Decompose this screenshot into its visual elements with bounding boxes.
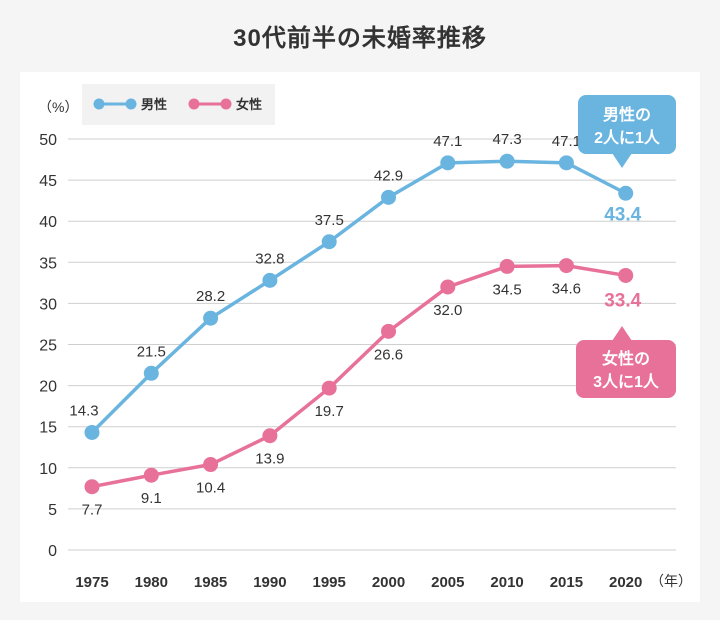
data-label: 28.2 <box>196 288 225 305</box>
data-label: 9.1 <box>141 490 162 507</box>
data-point <box>499 258 515 274</box>
data-point <box>321 380 337 396</box>
data-label: 7.7 <box>82 502 103 519</box>
x-tick-label: 1975 <box>75 574 108 591</box>
callout-text-female: 女性の <box>602 349 650 368</box>
data-point <box>84 424 100 440</box>
data-point <box>321 234 337 250</box>
callout-text-male: 2人に1人 <box>594 129 661 147</box>
series-line-1 <box>91 263 626 489</box>
legend-label-0: 男性 <box>141 97 167 112</box>
data-point <box>143 365 159 381</box>
data-label: 26.6 <box>374 346 403 363</box>
data-point <box>618 267 634 283</box>
data-point <box>558 155 574 171</box>
series-line-0 <box>90 159 627 434</box>
data-point <box>262 428 278 444</box>
data-point <box>499 153 515 169</box>
x-tick-label: 2015 <box>550 574 583 591</box>
data-label: 32.8 <box>255 250 284 267</box>
x-tick-label: 1980 <box>135 574 168 591</box>
data-point <box>203 310 219 326</box>
y-tick-label: 20 <box>39 379 57 396</box>
data-label: 21.5 <box>137 343 166 360</box>
x-tick-label: 2020 <box>609 574 642 591</box>
data-point <box>618 185 634 201</box>
x-tick-label: 2005 <box>431 574 464 591</box>
y-tick-label: 10 <box>39 461 57 478</box>
callout-box-male <box>578 95 676 154</box>
data-label-highlight: 43.4 <box>604 204 641 225</box>
legend-label-1: 女性 <box>236 97 262 112</box>
callout-text-male: 男性の <box>603 105 651 124</box>
data-label: 14.3 <box>69 402 98 419</box>
x-tick-label: 1990 <box>253 574 286 591</box>
legend-marker-0 <box>93 98 105 110</box>
data-point <box>440 279 456 295</box>
data-point <box>262 272 278 288</box>
legend-marker-1 <box>188 98 200 110</box>
y-tick-label: 0 <box>48 543 57 560</box>
data-point <box>84 479 100 495</box>
y-tick-label: 35 <box>39 255 57 272</box>
callout-box-female <box>576 340 676 398</box>
data-point <box>440 155 456 171</box>
data-label: 13.9 <box>255 451 284 468</box>
data-label: 47.1 <box>433 133 462 150</box>
y-tick-label: 25 <box>39 338 57 355</box>
chart-panel <box>20 72 700 602</box>
y-tick-label: 5 <box>48 502 57 519</box>
legend-marker-1 <box>220 98 232 110</box>
data-point <box>558 258 574 274</box>
y-tick-label: 40 <box>39 214 57 231</box>
data-point <box>381 189 396 205</box>
callout-pointer-male <box>612 153 632 168</box>
callout-pointer-female <box>612 326 632 341</box>
x-tick-label: 1985 <box>194 574 227 591</box>
chart-title: 30代前半の未婚率推移 <box>233 25 487 52</box>
data-label: 37.5 <box>315 212 344 229</box>
data-label-highlight: 33.4 <box>604 290 641 311</box>
data-label: 34.5 <box>492 281 521 298</box>
data-label: 32.0 <box>433 302 462 319</box>
data-label: 19.7 <box>315 403 344 420</box>
data-label: 42.9 <box>374 167 403 184</box>
data-label: 47.3 <box>492 131 521 148</box>
y-tick-label: 45 <box>39 173 57 190</box>
data-label: 10.4 <box>196 480 225 497</box>
y-tick-label: 50 <box>39 132 57 149</box>
y-tick-label: 30 <box>39 296 57 313</box>
callout-text-female: 3人に1人 <box>593 373 660 391</box>
y-tick-label: 15 <box>39 420 57 437</box>
data-label: 34.6 <box>552 281 581 298</box>
x-tick-label: 2010 <box>490 574 523 591</box>
x-axis-unit-label: （年） <box>650 573 692 589</box>
data-point <box>143 467 159 483</box>
data-point <box>203 457 219 473</box>
x-tick-label: 2000 <box>372 574 405 591</box>
x-tick-label: 1995 <box>313 574 346 591</box>
data-label: 47.1 <box>552 133 581 150</box>
y-axis-unit-label: （%） <box>38 99 78 115</box>
legend-marker-0 <box>125 98 137 110</box>
data-point <box>381 323 396 339</box>
